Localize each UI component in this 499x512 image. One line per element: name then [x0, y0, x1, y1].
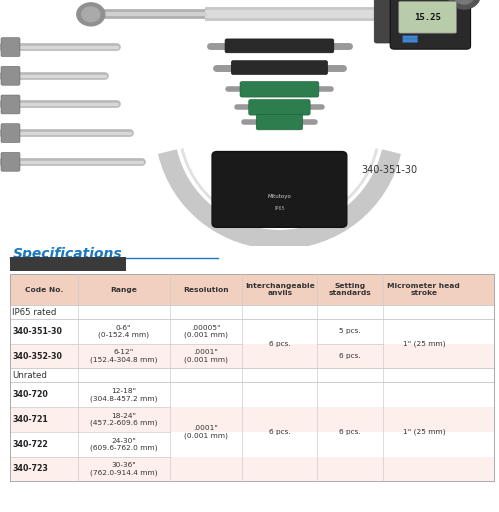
Text: 30-36"
(762.0-914.4 mm): 30-36" (762.0-914.4 mm): [90, 462, 158, 476]
Text: 340-721: 340-721: [12, 415, 48, 424]
Text: 6 pcs.: 6 pcs.: [269, 340, 291, 347]
Text: 6 pcs.: 6 pcs.: [269, 429, 291, 435]
Text: 24-30"
(609.6-762.0 mm): 24-30" (609.6-762.0 mm): [90, 438, 158, 451]
Circle shape: [223, 148, 261, 179]
Text: 340-723: 340-723: [12, 464, 48, 474]
Text: Resolution: Resolution: [183, 287, 229, 292]
FancyBboxPatch shape: [10, 382, 494, 407]
Text: Mitutoyo: Mitutoyo: [267, 194, 291, 199]
FancyBboxPatch shape: [232, 60, 327, 75]
FancyBboxPatch shape: [403, 36, 418, 39]
Circle shape: [82, 7, 100, 22]
Text: 1" (25 mm): 1" (25 mm): [403, 340, 445, 347]
FancyBboxPatch shape: [1, 153, 20, 171]
Text: 18-24"
(457.2-609.6 mm): 18-24" (457.2-609.6 mm): [90, 413, 158, 426]
Text: IP65 rated: IP65 rated: [12, 308, 57, 316]
FancyBboxPatch shape: [249, 99, 310, 115]
Text: 15.25: 15.25: [414, 13, 441, 22]
FancyBboxPatch shape: [399, 1, 457, 33]
FancyBboxPatch shape: [212, 152, 347, 227]
Text: .0001"
(0.001 mm): .0001" (0.001 mm): [184, 349, 228, 363]
FancyBboxPatch shape: [240, 81, 319, 97]
Circle shape: [448, 0, 480, 9]
FancyBboxPatch shape: [225, 39, 334, 53]
FancyBboxPatch shape: [10, 319, 494, 344]
Text: 12-18"
(304.8-457.2 mm): 12-18" (304.8-457.2 mm): [90, 388, 158, 401]
FancyBboxPatch shape: [256, 114, 302, 130]
FancyBboxPatch shape: [1, 124, 20, 142]
Text: 340-720: 340-720: [12, 390, 48, 399]
Text: 0-6"
(0-152.4 mm): 0-6" (0-152.4 mm): [98, 325, 149, 338]
FancyBboxPatch shape: [10, 407, 494, 432]
FancyBboxPatch shape: [10, 432, 494, 457]
FancyBboxPatch shape: [10, 344, 494, 369]
Text: Inch/Metric: Inch/Metric: [14, 260, 74, 269]
FancyBboxPatch shape: [10, 258, 126, 271]
Text: 340-351-30: 340-351-30: [12, 327, 62, 336]
FancyBboxPatch shape: [390, 0, 471, 49]
FancyBboxPatch shape: [10, 274, 494, 305]
Text: Code No.: Code No.: [24, 287, 63, 292]
Text: 6 pcs.: 6 pcs.: [339, 429, 361, 435]
Text: 6 pcs.: 6 pcs.: [339, 353, 361, 359]
Text: Setting
standards: Setting standards: [329, 283, 371, 296]
Text: .00005"
(0.001 mm): .00005" (0.001 mm): [184, 325, 228, 338]
Text: Micrometer head
stroke: Micrometer head stroke: [387, 283, 460, 296]
Text: 340-351-30: 340-351-30: [362, 165, 418, 175]
Text: 5 pcs.: 5 pcs.: [339, 328, 361, 334]
Text: 340-722: 340-722: [12, 440, 48, 449]
FancyBboxPatch shape: [403, 39, 418, 42]
Circle shape: [77, 3, 105, 26]
Text: Specifications: Specifications: [12, 247, 122, 261]
Circle shape: [264, 188, 294, 213]
Text: 340-352-30: 340-352-30: [12, 352, 62, 360]
Text: IP65: IP65: [274, 206, 285, 211]
Text: Unrated: Unrated: [12, 371, 47, 380]
Text: .0001"
(0.001 mm): .0001" (0.001 mm): [184, 425, 228, 439]
FancyBboxPatch shape: [374, 0, 400, 43]
Text: Interchangeable
anvils: Interchangeable anvils: [245, 283, 315, 296]
FancyBboxPatch shape: [1, 95, 20, 114]
Text: Range: Range: [110, 287, 137, 292]
FancyBboxPatch shape: [10, 457, 494, 481]
FancyBboxPatch shape: [1, 67, 20, 85]
Text: 1" (25 mm): 1" (25 mm): [403, 429, 445, 435]
Circle shape: [298, 148, 336, 179]
FancyBboxPatch shape: [1, 38, 20, 56]
Text: 6-12"
(152.4-304.8 mm): 6-12" (152.4-304.8 mm): [90, 349, 158, 363]
Circle shape: [454, 0, 474, 4]
